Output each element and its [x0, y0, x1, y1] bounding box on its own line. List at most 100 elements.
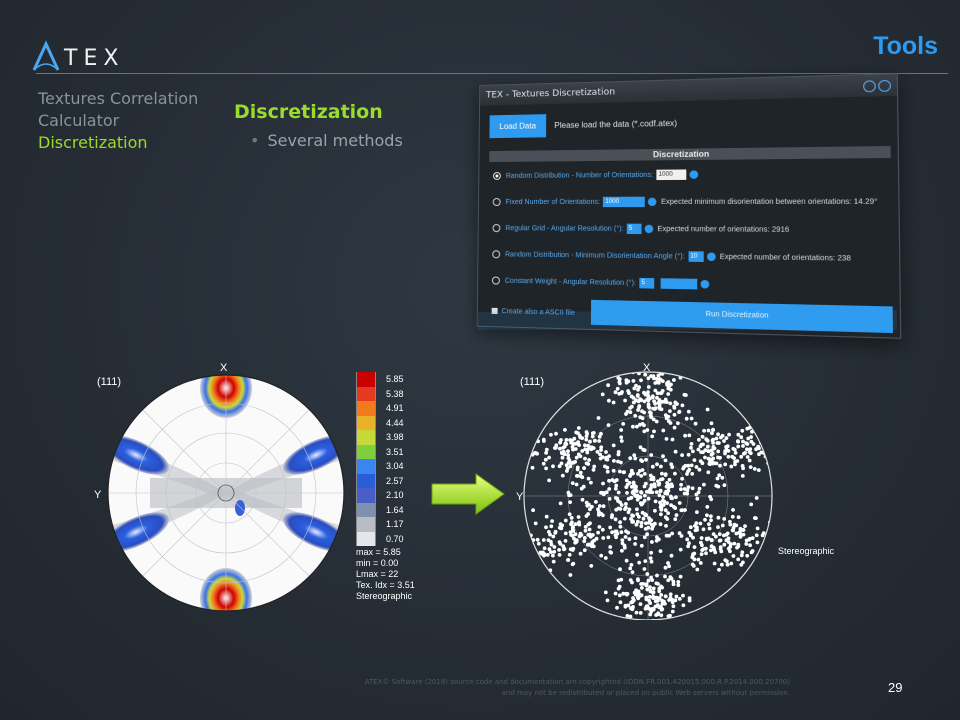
orientation-point	[694, 422, 698, 426]
nav-item-textures[interactable]: Textures Correlation	[38, 88, 198, 110]
orientation-point	[695, 465, 699, 469]
orientation-point	[653, 509, 657, 513]
orientation-point	[601, 513, 605, 517]
legend-entry: 4.91	[356, 401, 404, 416]
orientation-point	[651, 607, 655, 611]
radio-random-distribution[interactable]	[493, 172, 501, 180]
radio-min-disorientation[interactable]	[492, 250, 500, 258]
orientation-point	[618, 382, 622, 386]
refresh-icon[interactable]	[645, 225, 653, 233]
orientation-point	[690, 472, 694, 476]
legend-value: 5.38	[386, 389, 404, 399]
legend-entry: 2.10	[356, 488, 404, 503]
option-fixed-number[interactable]: Fixed Number of Orientations: 1000 Expecte…	[493, 196, 878, 207]
orientation-point	[749, 451, 753, 455]
section-title: Discretization	[234, 101, 383, 123]
orientation-point	[623, 544, 627, 548]
load-data-button[interactable]: Load Data	[489, 114, 546, 138]
orientation-point	[588, 528, 592, 532]
orientation-point	[647, 497, 651, 501]
orientation-point	[679, 548, 683, 552]
nav-item-calculator[interactable]: Calculator	[38, 110, 198, 132]
orientation-point	[605, 371, 609, 375]
orientation-point	[689, 446, 693, 450]
option-min-disorientation[interactable]: Random Distribution - Minimum Disorienta…	[492, 249, 851, 264]
orientation-point	[706, 408, 710, 412]
bullet-text: Several methods	[267, 131, 402, 150]
orientation-point	[577, 426, 581, 430]
orientation-point	[746, 455, 750, 459]
orientation-point	[659, 465, 663, 469]
orientation-point	[697, 448, 701, 452]
orientation-point	[554, 432, 558, 436]
orientation-point	[704, 437, 708, 441]
orientation-point	[572, 442, 576, 446]
orientation-point	[563, 443, 567, 447]
orientation-point	[614, 390, 618, 394]
fixed-number-input[interactable]: 1000	[603, 197, 645, 207]
orientation-point	[596, 531, 600, 535]
orientation-point	[736, 558, 740, 562]
orientation-point	[637, 515, 641, 519]
orientation-point	[744, 542, 748, 546]
orientation-point	[687, 410, 691, 414]
orientation-point	[735, 546, 739, 550]
orientation-point	[552, 560, 556, 564]
angle-input[interactable]: 10	[688, 251, 703, 262]
option-regular-grid[interactable]: Regular Grid - Angular Resolution (°): 5 E…	[492, 223, 789, 235]
stat-line: min = 0.00	[356, 558, 415, 569]
orientation-points	[510, 360, 801, 620]
orientation-point	[721, 434, 725, 438]
radio-regular-grid[interactable]	[492, 224, 500, 232]
nav-item-discretization[interactable]: Discretization	[38, 132, 198, 154]
orientation-point	[531, 508, 535, 512]
orientation-point	[591, 533, 595, 537]
orientation-point	[743, 524, 747, 528]
orientation-point	[674, 450, 678, 454]
orientation-point	[706, 445, 710, 449]
orientation-point	[689, 525, 693, 529]
orientation-point	[577, 522, 581, 526]
option-random-distribution[interactable]: Random Distribution - Number of Orientat…	[493, 169, 702, 181]
orientation-point	[628, 406, 632, 410]
orientation-point	[745, 427, 749, 431]
orientation-point	[594, 500, 598, 504]
breadcrumb-nav: Textures Correlation Calculator Discreti…	[38, 88, 198, 154]
orientation-point	[620, 549, 624, 553]
orientation-point	[714, 535, 718, 539]
orientation-point	[592, 465, 596, 469]
orientation-point	[589, 481, 593, 485]
close-icon[interactable]	[878, 80, 891, 92]
orientation-point	[722, 517, 726, 521]
orientation-point	[576, 440, 580, 444]
orientation-point	[709, 514, 713, 518]
orientations-input[interactable]: 1000	[656, 169, 686, 180]
orientation-point	[614, 484, 618, 488]
orientation-point	[639, 602, 643, 606]
orientation-point	[586, 523, 590, 527]
orientation-point	[619, 600, 623, 604]
refresh-icon[interactable]	[648, 198, 656, 206]
radio-fixed-number[interactable]	[493, 198, 501, 206]
minimize-icon[interactable]	[863, 80, 876, 92]
orientation-point	[607, 399, 611, 403]
orientation-point	[740, 554, 744, 558]
orientation-point	[607, 479, 611, 483]
orientation-point	[725, 538, 729, 542]
orientation-point	[548, 547, 552, 551]
orientation-point	[608, 545, 612, 549]
refresh-icon[interactable]	[689, 170, 698, 178]
orientation-point	[755, 496, 759, 500]
projection-label: Stereographic	[778, 546, 835, 556]
orientation-point	[701, 443, 705, 447]
orientation-point	[672, 505, 676, 509]
orientation-point	[664, 473, 668, 477]
orientation-point	[539, 389, 543, 393]
resolution-input[interactable]: 5	[627, 224, 642, 234]
orientation-point	[660, 472, 664, 476]
orientation-point	[631, 600, 635, 604]
refresh-icon[interactable]	[707, 252, 716, 261]
orientation-point	[720, 563, 724, 567]
orientation-point	[554, 446, 558, 450]
legend-swatch	[356, 401, 376, 416]
